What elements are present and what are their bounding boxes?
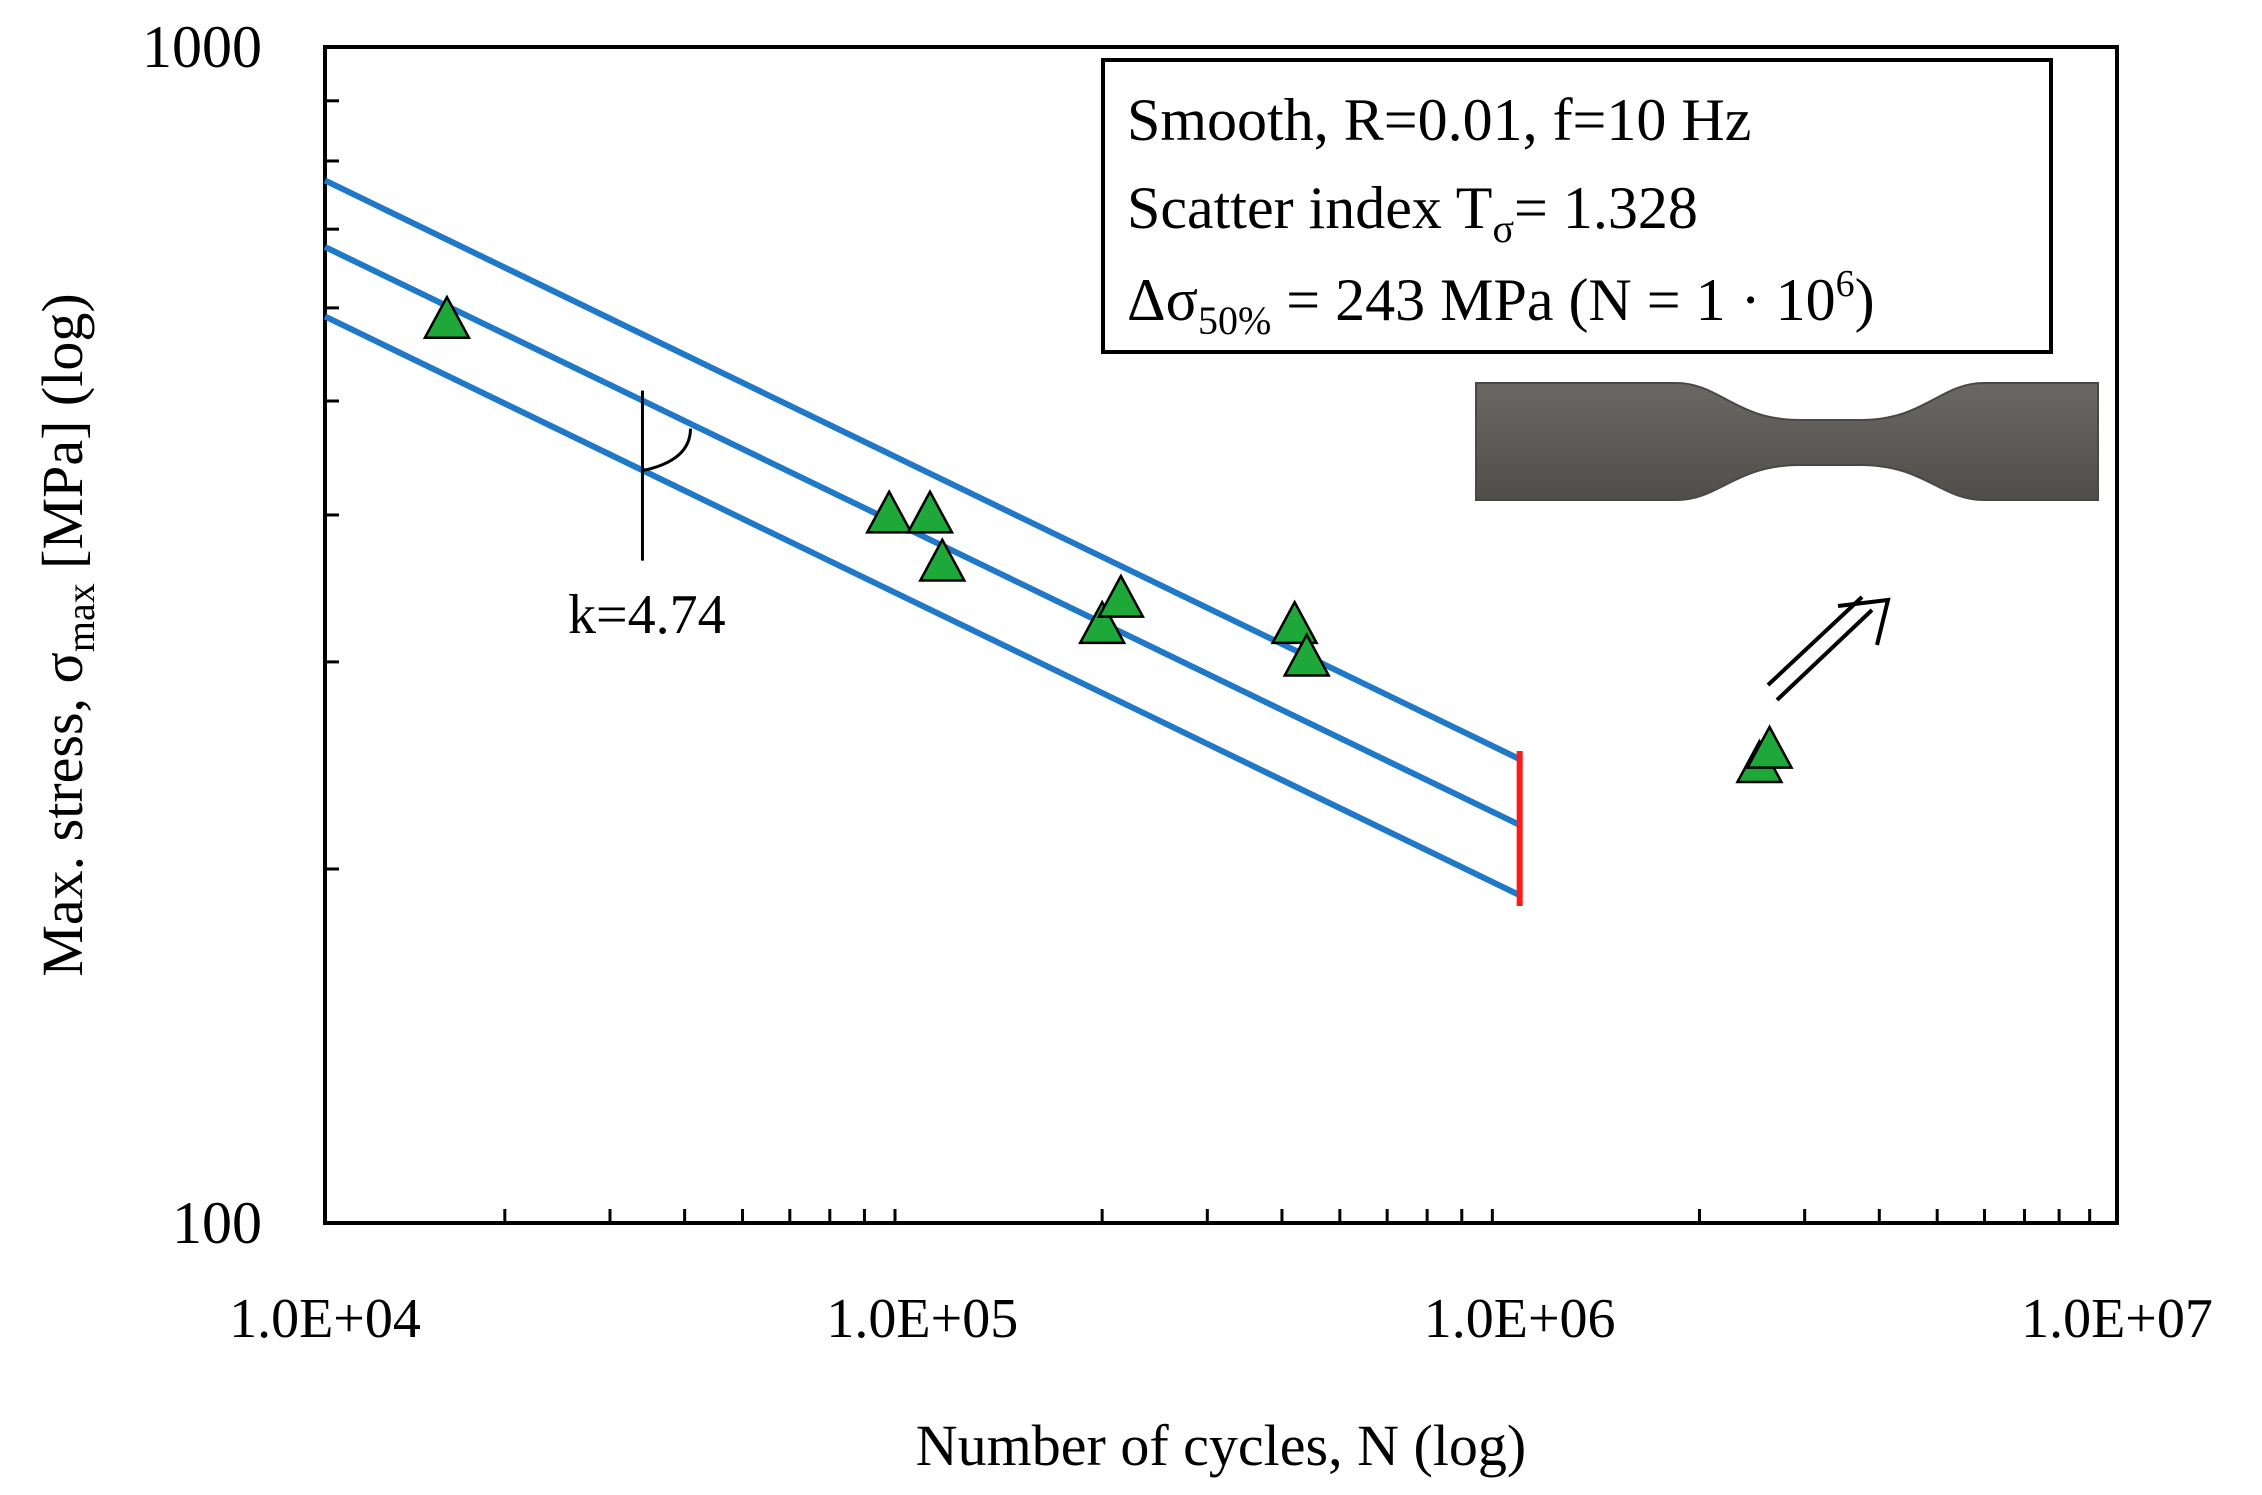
specimen-image (1475, 382, 2099, 501)
y-tick-label: 100 (172, 1190, 262, 1256)
plot-frame (323, 45, 2119, 1225)
data-point (1270, 599, 1319, 645)
info-line-test-conditions: Smooth, R=0.01, f=10 Hz (1127, 87, 1751, 153)
data-point (905, 489, 955, 534)
x-axis-label: Number of cycles, N (log) (916, 1413, 1526, 1478)
x-tick-label: 1.0E+05 (826, 1288, 1018, 1350)
data-point (1078, 599, 1127, 645)
x-tick-label: 1.0E+07 (2021, 1288, 2213, 1350)
tick-labels: 1.0E+04 1.0E+05 1.0E+06 1.0E+07 100 1000 (142, 14, 2213, 1350)
runout-point (1745, 724, 1794, 769)
data-point (918, 537, 967, 582)
data-point (422, 294, 472, 340)
slope-label: k=4.74 (568, 584, 726, 646)
scatter-band-line (323, 244, 1521, 828)
x-tick-label: 1.0E+06 (1424, 1288, 1616, 1350)
minor-ticks (325, 99, 2092, 1223)
data-point (1282, 632, 1331, 677)
info-box-border (1101, 58, 2053, 354)
info-box: Smooth, R=0.01, f=10 Hz Scatter index Tσ… (1101, 58, 2053, 354)
y-tick-label: 1000 (142, 14, 262, 80)
slope-annotation: k=4.74 (568, 390, 726, 646)
info-line-scatter-index: Scatter index Tσ= 1.328 (1127, 175, 1698, 251)
scatter-band-line (323, 313, 1521, 898)
data-point (865, 489, 914, 534)
info-line-stress-amplitude: Δσ50% = 243 MPa (N = 1 · 106) (1127, 263, 1875, 343)
data-points (422, 294, 1794, 784)
runout-arrow-icon (1766, 595, 1891, 702)
slope-angle-arc (642, 428, 692, 473)
x-tick-label: 1.0E+04 (229, 1288, 421, 1350)
data-point (1096, 573, 1146, 618)
y-axis-label: Max. stress, σmax [MPa] (log) (30, 293, 103, 976)
